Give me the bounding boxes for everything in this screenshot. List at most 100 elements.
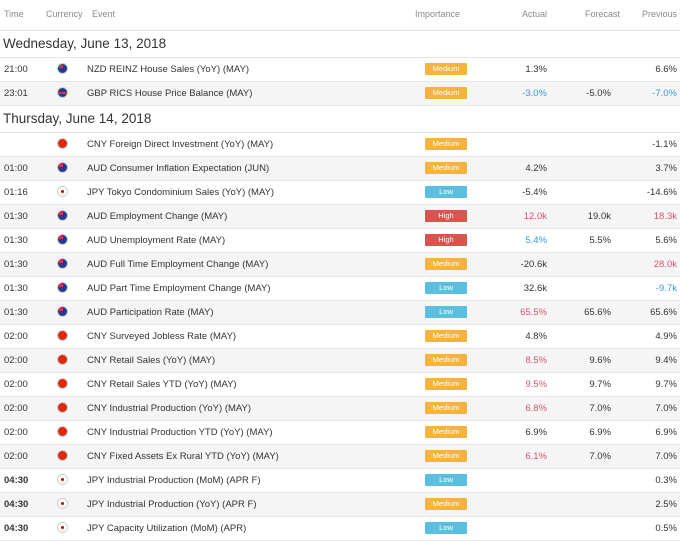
event-row[interactable]: 23:01 GBP RICS House Price Balance (MAY) M… <box>0 82 680 106</box>
event-row[interactable]: 01:30 AUD Unemployment Rate (MAY) High 5.4%… <box>0 229 680 253</box>
event-row[interactable]: 01:30 AUD Participation Rate (MAY) Low 65.5… <box>0 301 680 325</box>
event-time: 02:00 <box>4 355 28 366</box>
forecast-value: -5.0% <box>586 88 611 99</box>
importance-badge: Medium <box>425 402 467 414</box>
importance-badge: Medium <box>425 330 467 342</box>
event-name[interactable]: JPY Tokyo Condominium Sales (YoY) (MAY) <box>87 187 275 198</box>
actual-value: 1.3% <box>525 64 547 75</box>
previous-value: 6.9% <box>655 427 677 438</box>
event-time: 01:30 <box>4 211 28 222</box>
event-name[interactable]: GBP RICS House Price Balance (MAY) <box>87 88 253 99</box>
event-name[interactable]: NZD REINZ House Sales (YoY) (MAY) <box>87 64 250 75</box>
forecast-value: 9.7% <box>589 379 611 390</box>
table-header: Time Currency Event Importance Actual Fo… <box>0 0 680 31</box>
importance-badge: Low <box>425 306 467 318</box>
event-row[interactable]: 01:30 AUD Employment Change (MAY) High 12.0… <box>0 205 680 229</box>
previous-value: 0.3% <box>655 475 677 486</box>
japan-flag-icon <box>57 498 68 509</box>
china-flag-icon <box>57 378 68 389</box>
event-row[interactable]: 02:00 CNY Industrial Production (YoY) (MA… <box>0 397 680 421</box>
header-time: Time <box>4 9 24 19</box>
event-time: 01:30 <box>4 307 28 318</box>
event-row[interactable]: 01:16 JPY Tokyo Condominium Sales (YoY) (… <box>0 181 680 205</box>
actual-value: 12.0k <box>523 211 547 222</box>
header-actual: Actual <box>522 9 548 19</box>
importance-badge: Medium <box>425 378 467 390</box>
event-name[interactable]: AUD Participation Rate (MAY) <box>87 307 214 318</box>
event-row[interactable]: 02:00 CNY Industrial Production YTD (YoY)… <box>0 421 680 445</box>
australia-flag-icon <box>57 258 68 269</box>
event-row[interactable]: 01:30 AUD Part Time Employment Change (MA… <box>0 277 680 301</box>
economic-calendar: Wednesday, June 13, 2018 21:00 NZD REINZ H… <box>0 31 680 541</box>
event-name[interactable]: JPY Industrial Production (YoY) (APR F) <box>87 499 257 510</box>
event-name[interactable]: CNY Retail Sales (YoY) (MAY) <box>87 355 216 366</box>
event-name[interactable]: CNY Fixed Assets Ex Rural YTD (YoY) (MAY… <box>87 451 279 462</box>
importance-badge: High <box>425 234 467 246</box>
event-row[interactable]: 02:00 CNY Retail Sales YTD (YoY) (MAY) Med… <box>0 373 680 397</box>
event-time: 04:30 <box>4 499 29 510</box>
japan-flag-icon <box>57 474 68 485</box>
actual-value: 65.5% <box>520 307 547 318</box>
forecast-value: 65.6% <box>584 307 611 318</box>
previous-value: -7.0% <box>652 88 677 99</box>
event-row[interactable]: 01:00 AUD Consumer Inflation Expectation … <box>0 157 680 181</box>
header-previous: Previous <box>642 9 678 19</box>
china-flag-icon <box>57 402 68 413</box>
event-row[interactable]: 02:00 CNY Surveyed Jobless Rate (MAY) Medi… <box>0 325 680 349</box>
actual-value: 6.9% <box>525 427 547 438</box>
event-row[interactable]: 04:30 JPY Industrial Production (MoM) (AP… <box>0 469 680 493</box>
forecast-value: 5.5% <box>589 235 611 246</box>
actual-value: 6.1% <box>525 451 547 462</box>
event-time: 23:01 <box>4 88 28 99</box>
event-time: 01:16 <box>4 187 28 198</box>
china-flag-icon <box>57 330 68 341</box>
importance-badge: High <box>425 210 467 222</box>
event-name[interactable]: CNY Surveyed Jobless Rate (MAY) <box>87 331 237 342</box>
importance-badge: Medium <box>425 162 467 174</box>
event-name[interactable]: AUD Unemployment Rate (MAY) <box>87 235 226 246</box>
previous-value: 9.7% <box>655 379 677 390</box>
event-row[interactable]: 04:30 JPY Capacity Utilization (MoM) (APR… <box>0 517 680 541</box>
previous-value: 9.4% <box>655 355 677 366</box>
event-row[interactable]: 02:00 CNY Retail Sales (YoY) (MAY) Medium 8… <box>0 349 680 373</box>
event-row[interactable]: CNY Foreign Direct Investment (YoY) (MAY… <box>0 133 680 157</box>
event-name[interactable]: JPY Industrial Production (MoM) (APR F) <box>87 475 261 486</box>
importance-badge: Low <box>425 186 467 198</box>
event-name[interactable]: AUD Employment Change (MAY) <box>87 211 228 222</box>
importance-badge: Medium <box>425 354 467 366</box>
event-row[interactable]: 21:00 NZD REINZ House Sales (YoY) (MAY) Me… <box>0 58 680 82</box>
event-time: 02:00 <box>4 331 28 342</box>
event-row[interactable]: 01:30 AUD Full Time Employment Change (MA… <box>0 253 680 277</box>
actual-value: 8.5% <box>525 355 547 366</box>
japan-flag-icon <box>57 522 68 533</box>
day-heading: Thursday, June 14, 2018 <box>0 106 680 133</box>
previous-value: 28.0k <box>653 259 677 270</box>
importance-badge: Medium <box>425 138 467 150</box>
actual-value: -5.4% <box>522 187 547 198</box>
importance-badge: Medium <box>425 426 467 438</box>
actual-value: 6.8% <box>525 403 547 414</box>
event-name[interactable]: CNY Retail Sales YTD (YoY) (MAY) <box>87 379 237 390</box>
event-time: 02:00 <box>4 451 28 462</box>
header-currency: Currency <box>46 9 83 19</box>
event-name[interactable]: AUD Full Time Employment Change (MAY) <box>87 259 269 270</box>
japan-flag-icon <box>57 186 68 197</box>
previous-value: -14.6% <box>646 187 677 198</box>
event-time: 21:00 <box>4 64 28 75</box>
event-row[interactable]: 02:00 CNY Fixed Assets Ex Rural YTD (YoY)… <box>0 445 680 469</box>
china-flag-icon <box>57 354 68 365</box>
australia-flag-icon <box>57 210 68 221</box>
event-name[interactable]: CNY Industrial Production YTD (YoY) (MAY… <box>87 427 273 438</box>
event-name[interactable]: JPY Capacity Utilization (MoM) (APR) <box>87 523 247 534</box>
event-time: 01:30 <box>4 235 28 246</box>
event-name[interactable]: CNY Foreign Direct Investment (YoY) (MAY… <box>87 139 274 150</box>
actual-value: 32.6k <box>523 283 547 294</box>
event-name[interactable]: AUD Part Time Employment Change (MAY) <box>87 283 271 294</box>
event-name[interactable]: CNY Industrial Production (YoY) (MAY) <box>87 403 252 414</box>
actual-value: 5.4% <box>525 235 547 246</box>
previous-value: 65.6% <box>650 307 677 318</box>
event-time: 02:00 <box>4 427 28 438</box>
importance-badge: Medium <box>425 63 467 75</box>
event-row[interactable]: 04:30 JPY Industrial Production (YoY) (AP… <box>0 493 680 517</box>
event-name[interactable]: AUD Consumer Inflation Expectation (JUN) <box>87 163 270 174</box>
